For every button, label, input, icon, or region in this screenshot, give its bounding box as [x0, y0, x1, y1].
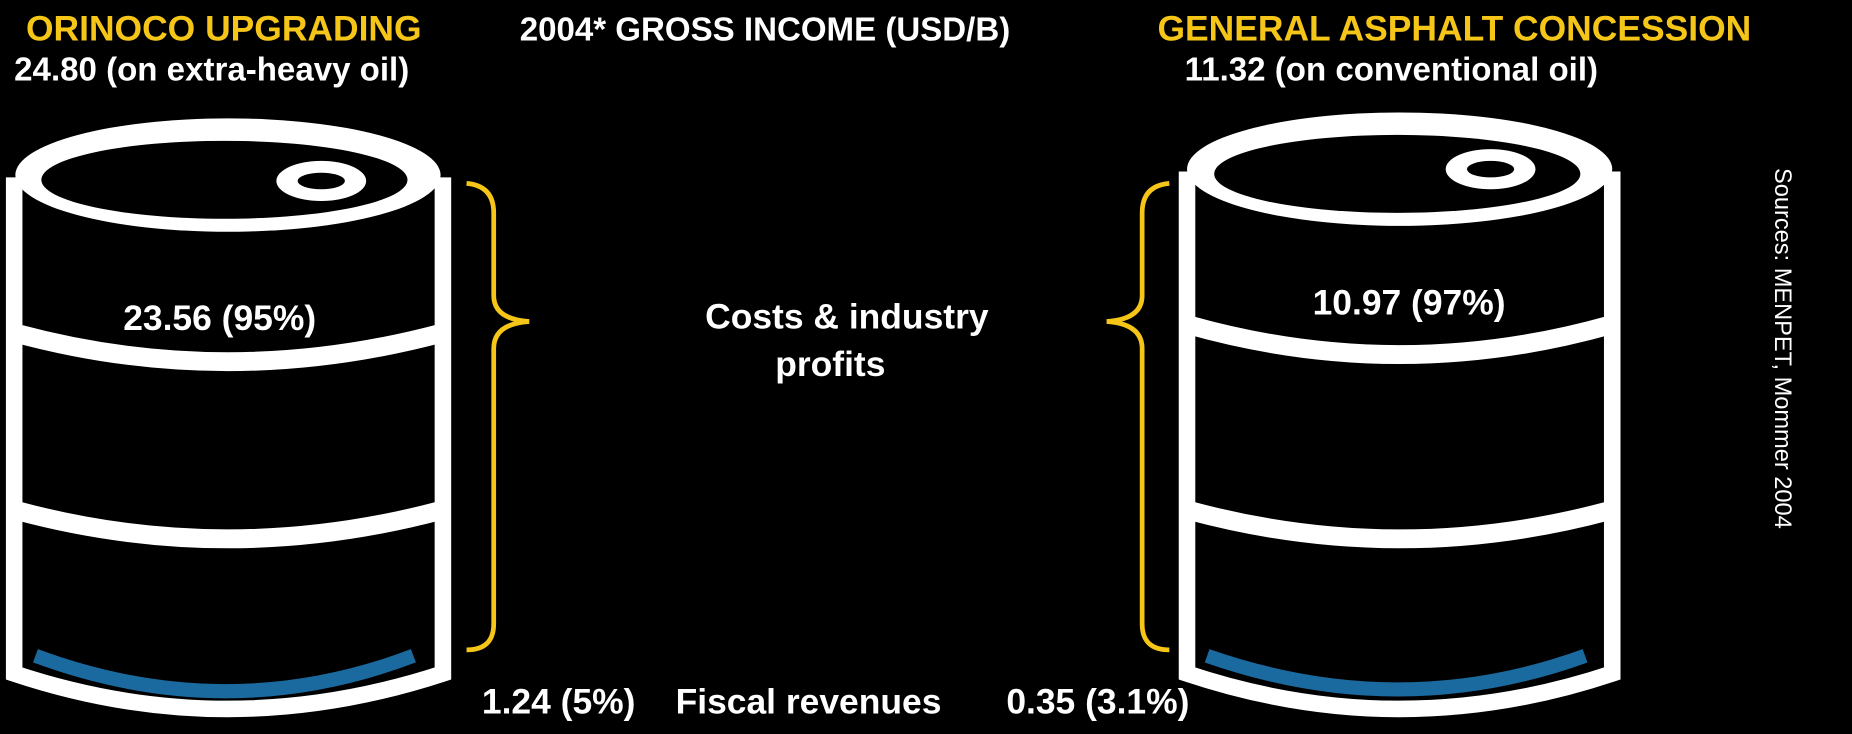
left-gross: 24.80 (on extra-heavy oil) [14, 52, 409, 89]
left-costs: 23.56 (95%) [123, 298, 316, 338]
source: Sources: MENPET, Mommer 2004 [1769, 168, 1795, 529]
fiscal-label: Fiscal revenues [676, 682, 942, 722]
costs-label: Costs & industry [705, 297, 989, 337]
left-brace [466, 180, 530, 653]
right-title: GENERAL ASPHALT CONCESSION [1158, 8, 1752, 48]
right-gross: 11.32 (on conventional oil) [1185, 52, 1598, 89]
right-fiscal: 0.35 (3.1%) [1006, 682, 1189, 722]
center-title: 2004* GROSS INCOME (USD/B) [520, 11, 1011, 48]
left-title: ORINOCO UPGRADING [26, 8, 422, 48]
right-barrel [1178, 112, 1621, 718]
right-costs: 10.97 (97%) [1313, 282, 1506, 322]
left-fiscal: 1.24 (5%) [482, 682, 636, 722]
costs-label: profits [775, 344, 885, 384]
left-barrel [5, 118, 452, 718]
right-brace [1106, 180, 1170, 653]
